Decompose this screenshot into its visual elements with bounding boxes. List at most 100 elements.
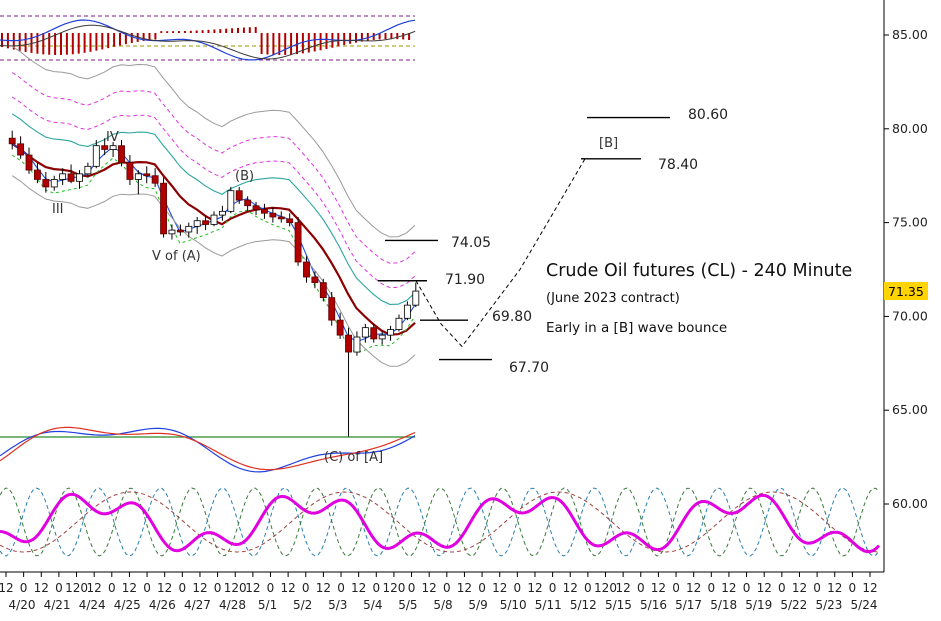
x-hour-label: 120 <box>224 581 247 595</box>
candle-down <box>42 179 50 188</box>
x-date-label: 4/28 <box>219 598 246 612</box>
candle-up <box>109 145 117 150</box>
x-hour-label: 12 <box>492 581 507 595</box>
candle-down <box>160 182 167 235</box>
x-hour-label: 12 <box>862 581 877 595</box>
top-histogram-panel <box>0 15 416 61</box>
x-date-label: 4/25 <box>114 598 141 612</box>
x-hour-label: 12 <box>651 581 666 595</box>
x-date-label: 4/21 <box>44 598 71 612</box>
x-hour-label: 0 <box>372 581 380 595</box>
candle-down <box>269 212 277 218</box>
x-hour-label: 0 <box>20 581 28 595</box>
candle-up <box>387 329 394 336</box>
x-hour-label: 12 <box>245 581 260 595</box>
y-tick-label: 75.00 <box>892 215 928 230</box>
candle-up <box>193 220 201 227</box>
x-hour-label: 12 <box>157 581 172 595</box>
x-hour-label: 12 <box>316 581 331 595</box>
candle-down <box>202 220 210 225</box>
band-grey-upper <box>11 45 416 238</box>
candle-up <box>134 173 142 180</box>
candle-down <box>370 327 378 340</box>
band-magenta-upper <box>11 72 416 264</box>
x-hour-label: 0 <box>637 581 645 595</box>
candle-down <box>244 199 252 207</box>
candle-down <box>328 297 336 321</box>
candle-down <box>261 209 268 214</box>
x-hour-label: 0 <box>143 581 151 595</box>
candle-up <box>84 165 92 175</box>
candle-down <box>67 173 75 182</box>
x-date-label: 5/24 <box>851 598 878 612</box>
x-hour-label: 12 <box>792 581 807 595</box>
x-hour-label: 0 <box>778 581 786 595</box>
y-tick-label: 80.00 <box>892 121 928 136</box>
x-hour-label: 12 <box>827 581 842 595</box>
x-date-label: 5/4 <box>363 598 382 612</box>
oscillator-red <box>0 426 416 471</box>
hist-line-dark <box>0 24 416 60</box>
oscillator-blue <box>0 427 416 473</box>
candle-up <box>412 290 420 306</box>
x-hour-label: 120 <box>65 581 88 595</box>
oscillator-panel <box>0 426 416 473</box>
cycle-blue-dashed <box>0 487 880 557</box>
x-hour-label: 0 <box>584 581 592 595</box>
x-date-label: 5/11 <box>535 598 562 612</box>
candle-down <box>25 154 33 171</box>
candle-up <box>168 229 176 235</box>
candle-down <box>319 282 327 299</box>
x-hour-label: 0 <box>408 581 416 595</box>
x-date-label: 4/24 <box>79 598 106 612</box>
candle-up <box>59 173 67 180</box>
x-date-label: 5/8 <box>433 598 452 612</box>
wave-label-b: (B) <box>235 169 254 184</box>
candle-down <box>34 169 41 180</box>
x-hour-label: 0 <box>672 581 680 595</box>
x-date-label: 5/16 <box>640 598 667 612</box>
x-hour-label: 0 <box>743 581 751 595</box>
x-date-label: 5/19 <box>745 598 772 612</box>
x-date-label: 5/10 <box>500 598 527 612</box>
ma-dark-red <box>11 142 416 336</box>
cycle-panel <box>0 487 881 557</box>
y-tick-label: 65.00 <box>892 402 928 417</box>
candle-down <box>336 319 344 336</box>
candle-down <box>311 276 319 284</box>
current-price-box <box>884 282 928 300</box>
candle-down <box>176 229 184 233</box>
x-date-label: 5/2 <box>293 598 312 612</box>
cycle-magenta <box>0 492 881 554</box>
level-label-7190: 71.90 <box>445 272 485 288</box>
candle-down <box>8 137 16 145</box>
candle-down <box>277 216 285 220</box>
x-hour-label: 12 <box>351 581 366 595</box>
band-grey-lower <box>11 175 416 367</box>
candle-down <box>101 145 109 150</box>
x-hour-label: 0 <box>179 581 187 595</box>
level-label-6980: 69.80 <box>492 309 532 325</box>
candle-down <box>286 218 294 224</box>
x-hour-label: 12 <box>457 581 472 595</box>
y-tick-label: 70.00 <box>892 308 928 323</box>
x-date-label: 5/22 <box>780 598 807 612</box>
x-hour-label: 120 <box>382 581 405 595</box>
x-hour-label: 12 <box>721 581 736 595</box>
level-label-7405: 74.05 <box>451 235 491 251</box>
candle-up <box>227 190 235 212</box>
current-price-label: 71.35 <box>888 284 924 299</box>
x-hour-label: 0 <box>108 581 116 595</box>
x-hour-label: 12 <box>87 581 102 595</box>
candle-up <box>361 327 369 338</box>
candle-up <box>353 336 361 353</box>
x-hour-label: 0 <box>302 581 310 595</box>
candle-up <box>210 214 218 225</box>
x-date-label: 4/20 <box>9 598 36 612</box>
ma-green-dashed <box>11 154 416 354</box>
x-hour-label: 0 <box>55 581 63 595</box>
wave-label-iv: IV <box>106 130 119 145</box>
